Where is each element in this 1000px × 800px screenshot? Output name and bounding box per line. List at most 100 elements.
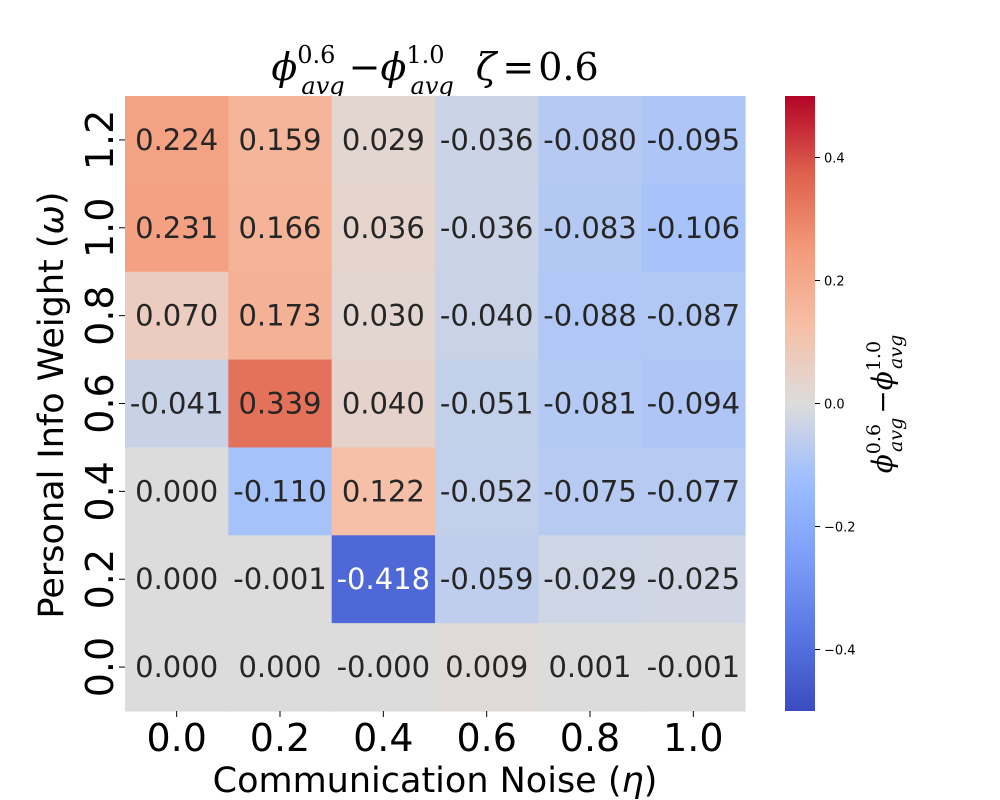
heatmap-cell: [228, 447, 333, 536]
heatmap-cell: [228, 96, 333, 185]
y-tick-label: 0.4: [78, 461, 122, 521]
heatmap-cell: [538, 623, 643, 712]
x-tick-label: 1.0: [663, 716, 723, 760]
heatmap-cell: [538, 359, 643, 449]
heatmap-cell-label: -0.036: [440, 123, 534, 157]
colorbar-ticks: 0.4 0.2 0.0 −0.2 −0.4: [815, 152, 856, 659]
heatmap-cell: [125, 623, 229, 712]
heatmap-cell: [331, 623, 436, 712]
y-axis-ticks: 1.2 1.0 0.8 0.6 0.4 0.2 0.0: [78, 110, 125, 697]
heatmap-cell: [641, 359, 746, 449]
heatmap-cell-label: 0.029: [342, 123, 425, 157]
heatmap-cell: [641, 271, 746, 361]
y-tick-label: 1.2: [78, 110, 122, 170]
heatmap-cell: [641, 183, 746, 273]
colorbar-tick-label: −0.2: [824, 521, 856, 536]
heatmap-cell-label: -0.106: [647, 211, 741, 245]
heatmap-cell-label: 0.000: [135, 650, 218, 684]
heatmap-cell-label: 0.122: [342, 474, 425, 508]
heatmap-cell: [125, 359, 229, 449]
heatmap-cell-label: -0.001: [233, 562, 327, 596]
heatmap-cell: [538, 96, 643, 185]
heatmap-cell-label: -0.025: [647, 562, 741, 596]
heatmap-cell-label: -0.088: [543, 299, 637, 333]
heatmap-cell-label: -0.077: [647, 474, 741, 508]
heatmap-cell: [228, 271, 333, 361]
heatmap-cell: [641, 447, 746, 536]
heatmap-cell: [641, 96, 746, 185]
colorbar-tick-label: 0.0: [824, 398, 845, 413]
heatmap-cell-label: 0.030: [342, 299, 425, 333]
heatmap-cell: [538, 271, 643, 361]
heatmap-cell-label: -0.075: [543, 474, 637, 508]
heatmap-cell-label: -0.051: [440, 387, 534, 421]
heatmap-cell: [228, 359, 333, 449]
heatmap-cell-label: -0.080: [543, 123, 637, 157]
heatmap-cell-label: -0.094: [647, 387, 741, 421]
heatmap-cell: [125, 183, 229, 273]
heatmap-cell: [228, 623, 333, 712]
colorbar-label: ϕ0.6avg−ϕ1.0avg: [863, 335, 907, 474]
x-tick-label: 0.6: [456, 716, 516, 760]
y-tick-label: 0.0: [78, 637, 122, 697]
heatmap-cell: [125, 535, 229, 624]
y-axis-label: Personal Info Weight (ω): [32, 192, 72, 619]
y-tick-label: 0.8: [78, 285, 122, 345]
heatmap-cell-label: 0.001: [548, 650, 631, 684]
chart-title: ϕ0.6 avg −ϕ1.0 avg ζ = 0.6: [271, 41, 598, 100]
heatmap-cell-label: -0.040: [440, 299, 534, 333]
heatmap-cell-label: -0.087: [647, 299, 741, 333]
heatmap-cell-label: 0.159: [238, 123, 321, 157]
x-tick-label: 0.8: [560, 716, 620, 760]
x-tick-label: 0.0: [146, 716, 206, 760]
y-tick-label: 0.6: [78, 373, 122, 433]
heatmap-cell: [331, 447, 436, 536]
heatmap-cell: [125, 447, 229, 536]
heatmap-cell-label: -0.081: [543, 387, 637, 421]
y-tick-label: 1.0: [78, 198, 122, 258]
heatmap-cell: [435, 359, 539, 449]
heatmap-cell: [538, 535, 643, 624]
heatmap-cell: [435, 96, 539, 185]
heatmap-cell-label: -0.036: [440, 211, 534, 245]
y-tick-label: 0.2: [78, 549, 122, 609]
heatmap-cell: [538, 183, 643, 273]
heatmap-cell-label: 0.036: [342, 211, 425, 245]
heatmap-cell-label: -0.083: [543, 211, 637, 245]
heatmap-cell-label: 0.000: [135, 474, 218, 508]
heatmap-cell: [331, 271, 436, 361]
heatmap-cell: [435, 623, 539, 712]
heatmap-cell-label: 0.339: [238, 387, 321, 421]
heatmap-cell: [538, 447, 643, 536]
heatmap-cell-label: 0.224: [135, 123, 218, 157]
heatmap-cell: [641, 535, 746, 624]
heatmap-cell: [641, 623, 746, 712]
heatmap-cell-label: 0.166: [238, 211, 321, 245]
heatmap-cell-label: -0.110: [233, 474, 327, 508]
heatmap-cell-label: 0.231: [135, 211, 218, 245]
heatmap-cell: [435, 271, 539, 361]
heatmap-cell-label: -0.418: [337, 562, 431, 596]
heatmap-cell: [228, 183, 333, 273]
x-tick-label: 0.2: [250, 716, 310, 760]
x-axis-ticks: 0.0 0.2 0.4 0.6 0.8 1.0: [146, 711, 724, 760]
colorbar-tick-label: −0.4: [824, 644, 856, 659]
heatmap-cell: [435, 183, 539, 273]
heatmap-cell: [228, 535, 333, 624]
heatmap-cell-label: 0.000: [238, 650, 321, 684]
heatmap-cell-label: 0.009: [445, 650, 528, 684]
x-axis-label: Communication Noise (η): [213, 761, 658, 800]
heatmap-cells: [125, 96, 746, 712]
x-tick-label: 0.4: [353, 716, 413, 760]
heatmap-cell-labels: 0.224 0.159 0.029 -0.036 -0.080 -0.095 0.231 0.…: [130, 123, 740, 684]
heatmap-cell: [125, 96, 229, 185]
colorbar-tick-label: 0.4: [824, 152, 845, 167]
heatmap-cell-label: 0.173: [238, 299, 321, 333]
heatmap-cell-label: -0.029: [543, 562, 637, 596]
colorbar-tick-label: 0.2: [824, 275, 845, 290]
heatmap-cell: [331, 183, 436, 273]
heatmap-cell-label: -0.000: [337, 650, 431, 684]
heatmap-cell: [125, 271, 229, 361]
heatmap-cell-label: 0.070: [135, 299, 218, 333]
